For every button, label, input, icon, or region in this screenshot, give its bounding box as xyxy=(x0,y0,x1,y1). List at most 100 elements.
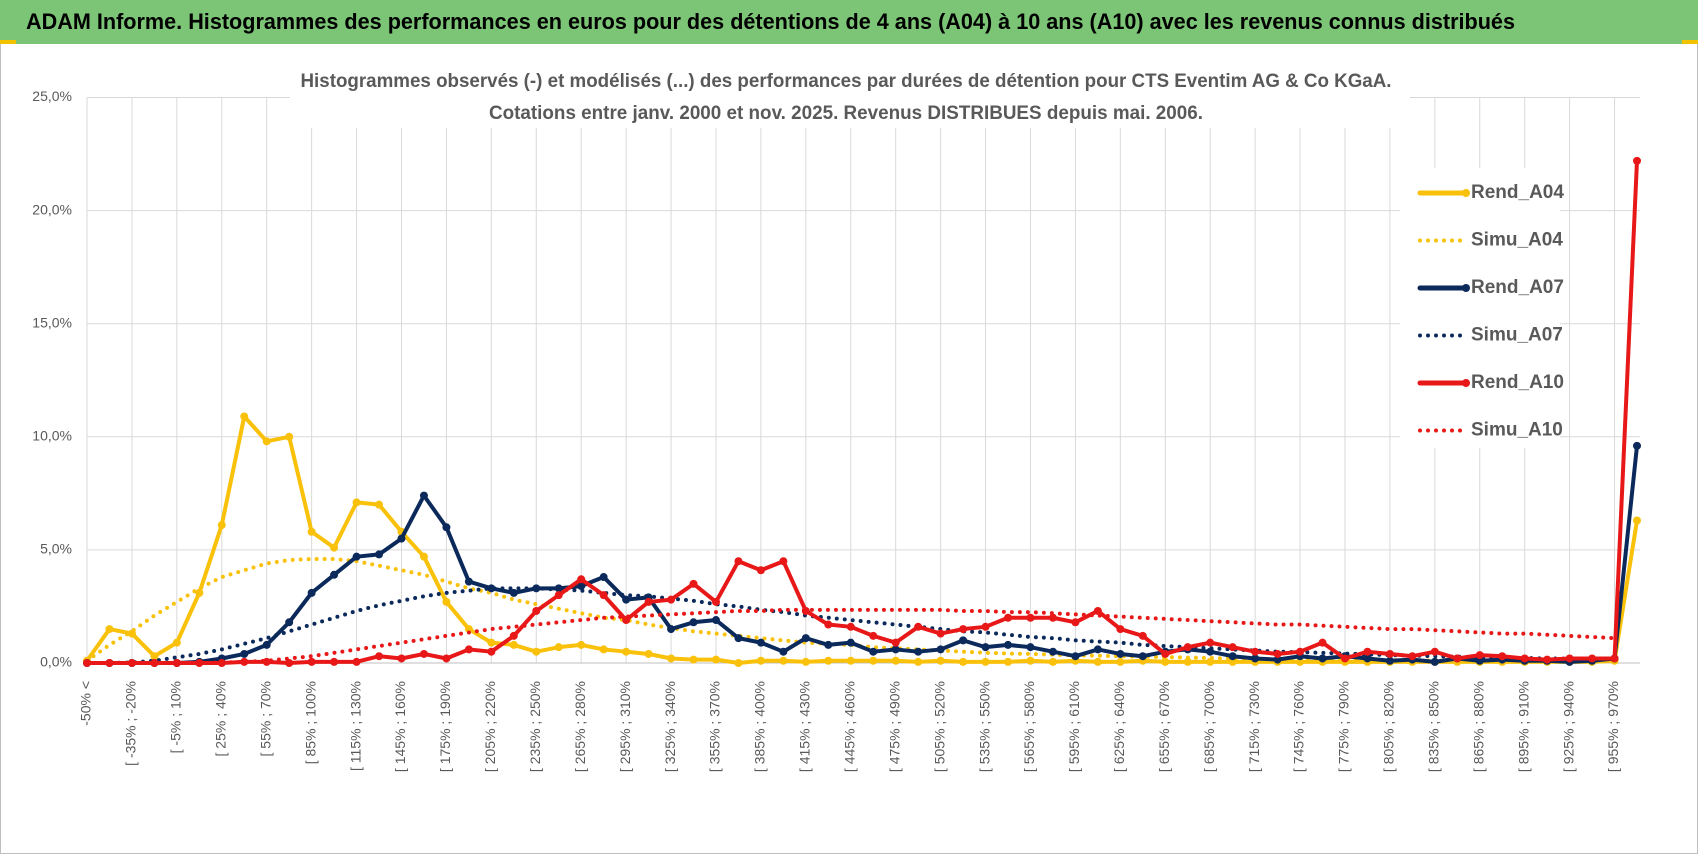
point xyxy=(172,638,181,647)
point xyxy=(330,543,339,552)
point xyxy=(1498,652,1507,661)
point xyxy=(689,655,698,664)
point xyxy=(419,491,428,500)
x-tick-label: [ 295% ; 310% xyxy=(617,681,633,772)
point xyxy=(1116,625,1125,634)
x-tick-label: [ -5% ; 10% xyxy=(168,681,184,753)
point xyxy=(1206,638,1215,647)
point xyxy=(285,659,294,667)
point xyxy=(869,631,878,640)
point xyxy=(127,659,136,667)
point xyxy=(1251,647,1260,656)
point xyxy=(779,647,788,656)
point xyxy=(644,597,653,606)
point xyxy=(1363,647,1372,656)
x-tick-label: [ 355% ; 370% xyxy=(707,681,723,772)
point xyxy=(1363,654,1372,663)
point xyxy=(1048,647,1057,656)
point xyxy=(240,412,249,421)
point xyxy=(891,645,900,654)
point xyxy=(689,618,698,627)
x-tick-label: [ 865% ; 880% xyxy=(1470,681,1486,772)
point xyxy=(285,618,294,627)
point xyxy=(464,577,473,586)
point xyxy=(1273,649,1282,658)
point xyxy=(1116,649,1125,658)
point xyxy=(599,573,608,582)
point xyxy=(105,625,114,634)
point xyxy=(1588,654,1597,663)
corner xyxy=(0,40,16,44)
point xyxy=(869,647,878,656)
point xyxy=(1385,656,1394,665)
point xyxy=(622,647,631,656)
x-tick-label: [ 835% ; 850% xyxy=(1426,681,1442,772)
point xyxy=(375,652,384,661)
point xyxy=(1026,656,1035,665)
point xyxy=(240,657,249,666)
point xyxy=(1430,657,1439,666)
point xyxy=(1071,618,1080,627)
point xyxy=(577,582,586,591)
point xyxy=(1520,654,1529,663)
point xyxy=(1138,652,1147,661)
point xyxy=(1273,655,1282,664)
point xyxy=(756,656,765,665)
point xyxy=(487,584,496,593)
x-tick-label: [ 175% ; 190% xyxy=(437,681,453,772)
point xyxy=(1138,631,1147,640)
point xyxy=(464,625,473,634)
point xyxy=(1475,656,1484,665)
x-tick-label: [ 265% ; 280% xyxy=(572,681,588,772)
x-tick-label: [ 625% ; 640% xyxy=(1111,681,1127,772)
legend-label: Rend_A04 xyxy=(1471,182,1564,203)
point xyxy=(869,656,878,665)
x-tick-label: [ 505% ; 520% xyxy=(931,681,947,772)
point xyxy=(397,534,406,543)
series-line xyxy=(85,414,1639,665)
point xyxy=(1161,649,1170,658)
point xyxy=(734,557,743,566)
point xyxy=(1026,613,1035,622)
point xyxy=(375,550,384,559)
point xyxy=(824,620,833,629)
header-bar xyxy=(0,0,1698,44)
point xyxy=(1610,654,1619,663)
point xyxy=(1026,643,1035,652)
x-tick-label: [ 775% ; 790% xyxy=(1336,681,1352,772)
legend-label: Simu_A04 xyxy=(1471,230,1563,251)
point xyxy=(914,657,923,666)
x-tick-label: [ 655% ; 670% xyxy=(1156,681,1172,772)
point xyxy=(442,654,451,663)
point xyxy=(779,557,788,566)
point xyxy=(1633,516,1641,525)
point xyxy=(1183,657,1192,666)
point xyxy=(959,657,968,666)
point xyxy=(711,655,720,664)
y-tick-label: 15,0% xyxy=(32,314,72,330)
point xyxy=(756,566,765,575)
point xyxy=(1565,654,1574,663)
point xyxy=(981,657,990,666)
point xyxy=(307,657,316,666)
x-tick-label: [ 325% ; 340% xyxy=(662,681,678,772)
point xyxy=(1161,657,1170,666)
point xyxy=(330,657,339,666)
point xyxy=(1004,657,1013,666)
x-tick-label: [ 805% ; 820% xyxy=(1381,681,1397,772)
point xyxy=(150,652,159,661)
point xyxy=(577,575,586,584)
point xyxy=(936,645,945,654)
point xyxy=(1093,657,1102,666)
x-tick-label: [ 205% ; 220% xyxy=(482,681,498,772)
point xyxy=(644,649,653,658)
point xyxy=(330,570,339,579)
point xyxy=(577,640,586,649)
x-tick-label: [ 445% ; 460% xyxy=(841,681,857,772)
point xyxy=(846,638,855,647)
point xyxy=(1543,655,1552,664)
point xyxy=(801,657,810,666)
point xyxy=(959,636,968,645)
point xyxy=(981,622,990,631)
point xyxy=(509,631,518,640)
